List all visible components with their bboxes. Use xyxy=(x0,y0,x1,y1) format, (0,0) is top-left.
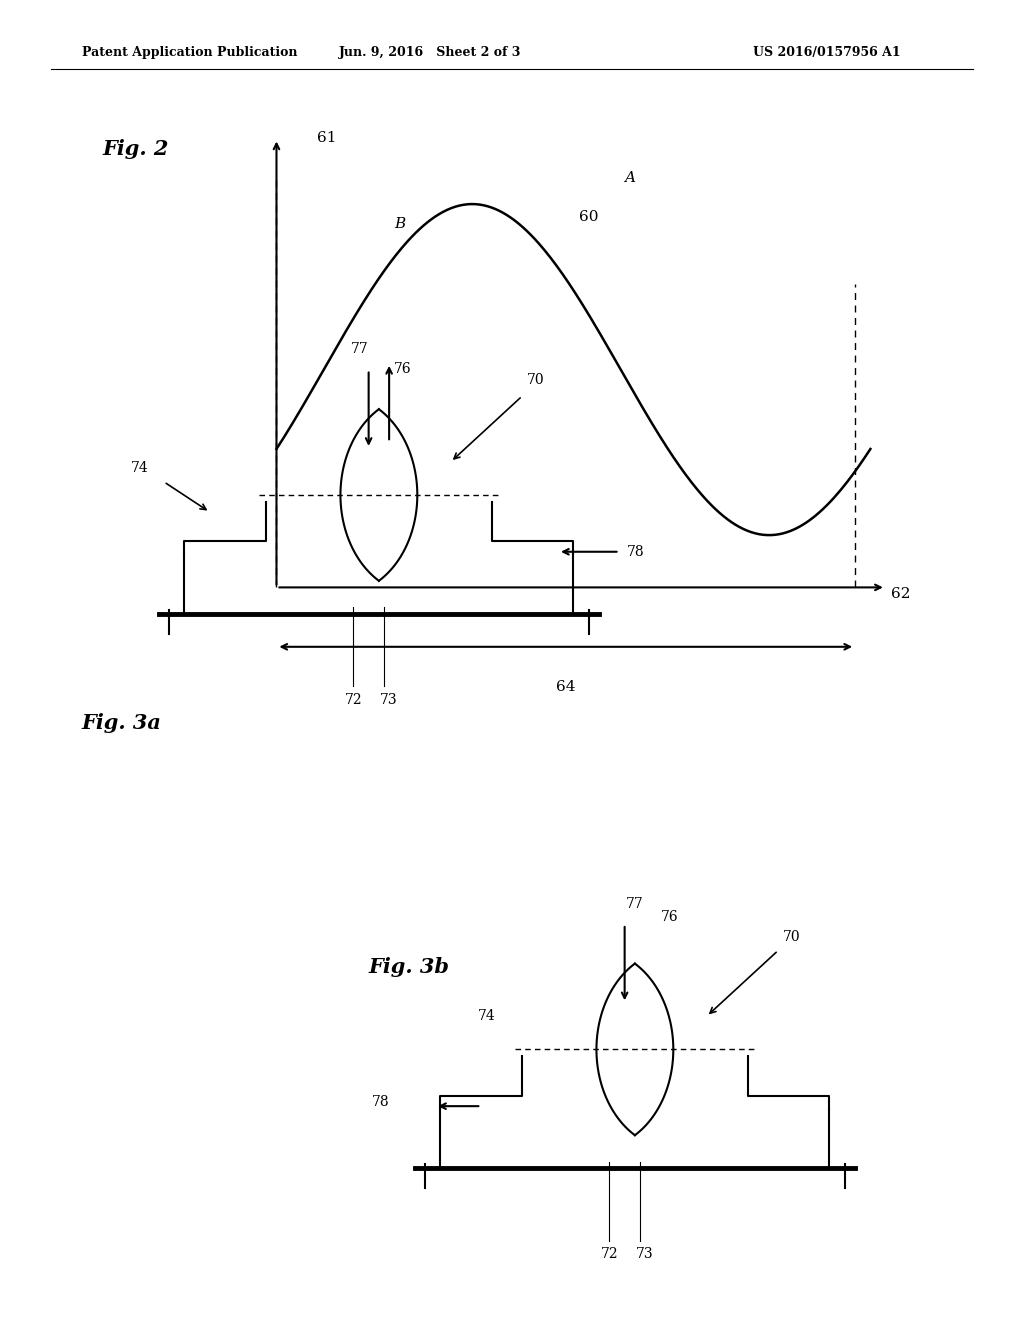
Text: 77: 77 xyxy=(626,896,644,911)
Text: 61: 61 xyxy=(317,131,337,145)
Text: 62: 62 xyxy=(891,587,910,601)
Text: 64: 64 xyxy=(556,680,575,694)
Text: 72: 72 xyxy=(344,693,362,708)
Text: US 2016/0157956 A1: US 2016/0157956 A1 xyxy=(754,46,901,59)
Text: Fig. 3a: Fig. 3a xyxy=(82,713,162,733)
Text: 77: 77 xyxy=(351,342,369,356)
Text: 74: 74 xyxy=(477,1008,496,1023)
Text: 70: 70 xyxy=(527,372,545,387)
Text: B: B xyxy=(394,216,404,231)
Text: Fig. 2: Fig. 2 xyxy=(102,139,169,158)
Text: 74: 74 xyxy=(131,461,148,475)
Text: Fig. 3b: Fig. 3b xyxy=(369,957,450,977)
Text: 78: 78 xyxy=(372,1096,389,1109)
Text: 72: 72 xyxy=(600,1247,618,1262)
Text: A: A xyxy=(625,170,636,185)
Text: 76: 76 xyxy=(394,362,412,376)
Text: Jun. 9, 2016   Sheet 2 of 3: Jun. 9, 2016 Sheet 2 of 3 xyxy=(339,46,521,59)
Text: 60: 60 xyxy=(579,210,598,224)
Text: Patent Application Publication: Patent Application Publication xyxy=(82,46,297,59)
Text: 73: 73 xyxy=(636,1247,654,1262)
Text: 78: 78 xyxy=(627,545,644,558)
Text: 70: 70 xyxy=(783,929,801,944)
Text: 73: 73 xyxy=(380,693,398,708)
Text: 76: 76 xyxy=(660,909,678,924)
